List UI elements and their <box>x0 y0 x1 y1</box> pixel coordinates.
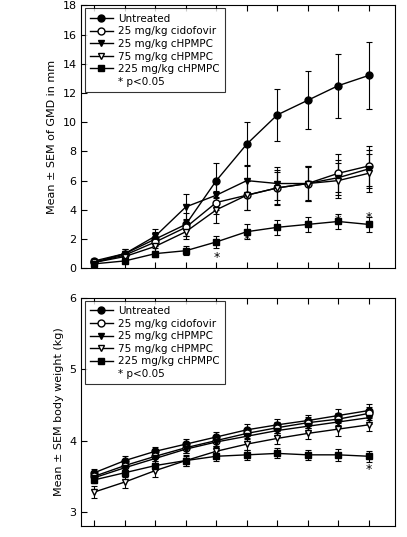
Text: *: * <box>244 233 250 246</box>
Y-axis label: Mean ± SEM of GMD in mm: Mean ± SEM of GMD in mm <box>47 60 57 214</box>
Text: *: * <box>335 214 341 227</box>
Text: *: * <box>365 463 372 476</box>
Text: *: * <box>304 219 311 231</box>
Legend: Untreated, 25 mg/kg cidofovir, 25 mg/kg cHPMPC, 75 mg/kg cHPMPC, 225 mg/kg cHPMP: Untreated, 25 mg/kg cidofovir, 25 mg/kg … <box>85 9 225 92</box>
Text: *: * <box>365 212 372 224</box>
Legend: Untreated, 25 mg/kg cidofovir, 25 mg/kg cHPMPC, 75 mg/kg cHPMPC, 225 mg/kg cHPMP: Untreated, 25 mg/kg cidofovir, 25 mg/kg … <box>85 301 225 384</box>
Text: *: * <box>274 223 280 236</box>
Text: *: * <box>213 251 219 264</box>
Y-axis label: Mean ± SEM body weight (kg): Mean ± SEM body weight (kg) <box>54 328 64 496</box>
